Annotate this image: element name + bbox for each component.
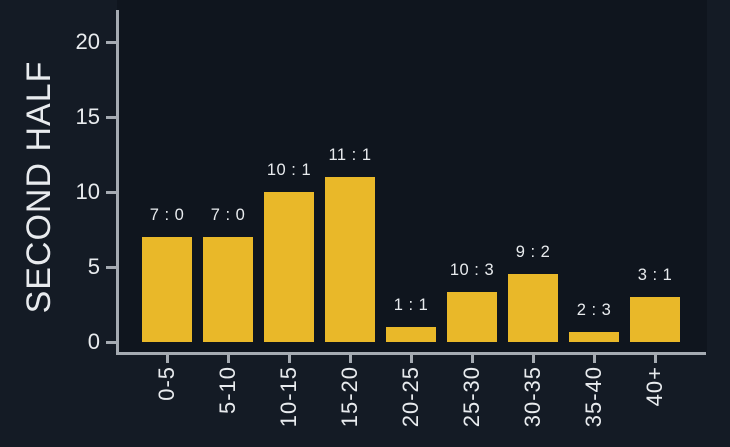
x-tick [532,355,535,363]
y-tick [106,116,116,119]
y-tick [106,191,116,194]
y-tick-label: 5 [87,254,100,279]
bar [569,332,619,342]
bar [203,237,253,342]
x-tick [349,355,352,363]
bar [447,292,497,342]
x-tick [410,355,413,363]
y-tick-label: 10 [75,179,100,204]
y-tick-label: 15 [75,104,100,129]
y-tick-label: 20 [75,29,100,54]
bar [264,192,314,342]
x-tick-label: 40+ [642,366,667,407]
x-tick [166,355,169,363]
x-tick [593,355,596,363]
y-axis-line [116,10,119,353]
x-tick-label: 0-5 [154,366,179,401]
x-tick-label: 25-30 [459,366,484,428]
x-tick [471,355,474,363]
y-tick [106,341,116,344]
x-tick [654,355,657,363]
bar [386,327,436,342]
bar-value-label: 10 : 1 [266,161,312,179]
x-tick-label: 20-25 [398,366,423,428]
x-tick-label: 30-35 [520,366,545,428]
x-tick [288,355,291,363]
bar [630,297,680,342]
bar-value-label: 2 : 3 [576,301,612,319]
y-tick [106,266,116,269]
x-tick [227,355,230,363]
bar-value-label: 11 : 1 [328,146,372,164]
bar-value-label: 7 : 0 [149,206,185,224]
bar-value-label: 3 : 1 [637,266,673,284]
bar-value-label: 10 : 3 [449,261,495,279]
x-tick-label: 15-20 [337,366,362,428]
bar-value-label: 9 : 2 [515,243,551,261]
x-axis-line [116,352,706,355]
bar [325,177,375,342]
x-tick-label: 35-40 [581,366,606,428]
bar [508,274,558,342]
y-tick [106,41,116,44]
y-tick-label: 0 [87,329,100,354]
x-tick-label: 10-15 [276,366,301,428]
bar [142,237,192,342]
bar-value-label: 7 : 0 [210,206,246,224]
bar-value-label: 1 : 1 [393,296,429,314]
x-tick-label: 5-10 [215,366,240,415]
